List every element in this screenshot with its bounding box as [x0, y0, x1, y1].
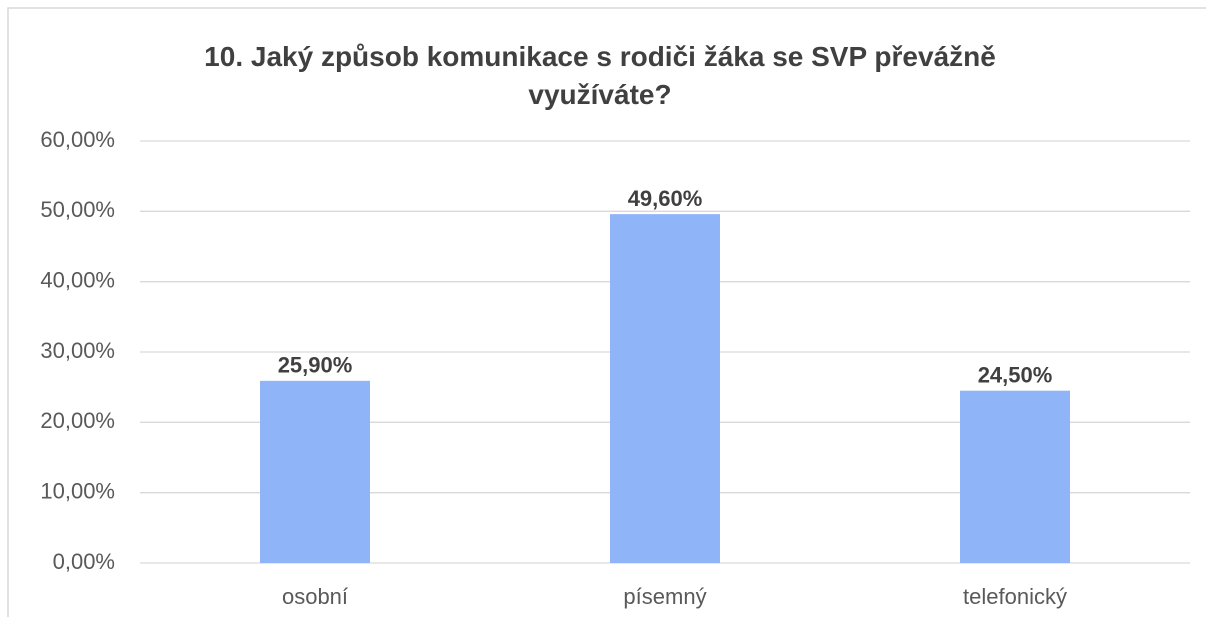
- y-tick-label: 50,00%: [40, 197, 115, 222]
- data-label: 49,60%: [628, 186, 703, 211]
- y-tick-label: 0,00%: [53, 549, 115, 574]
- x-tick-label: telefonický: [963, 584, 1067, 609]
- y-tick-label: 10,00%: [40, 478, 115, 503]
- data-label: 24,50%: [978, 362, 1053, 387]
- y-tick-label: 40,00%: [40, 267, 115, 292]
- chart-border: [7, 7, 1206, 617]
- y-tick-label: 30,00%: [40, 338, 115, 363]
- y-tick-label: 60,00%: [40, 127, 115, 152]
- x-tick-label: písemný: [623, 584, 706, 609]
- bar: [960, 390, 1070, 563]
- bar: [610, 214, 720, 563]
- y-tick-label: 20,00%: [40, 408, 115, 433]
- data-label: 25,90%: [278, 353, 353, 378]
- chart-title: 10. Jaký způsob komunikace s rodiči žáka…: [204, 41, 996, 110]
- x-tick-label: osobní: [282, 584, 348, 609]
- bar: [260, 380, 370, 563]
